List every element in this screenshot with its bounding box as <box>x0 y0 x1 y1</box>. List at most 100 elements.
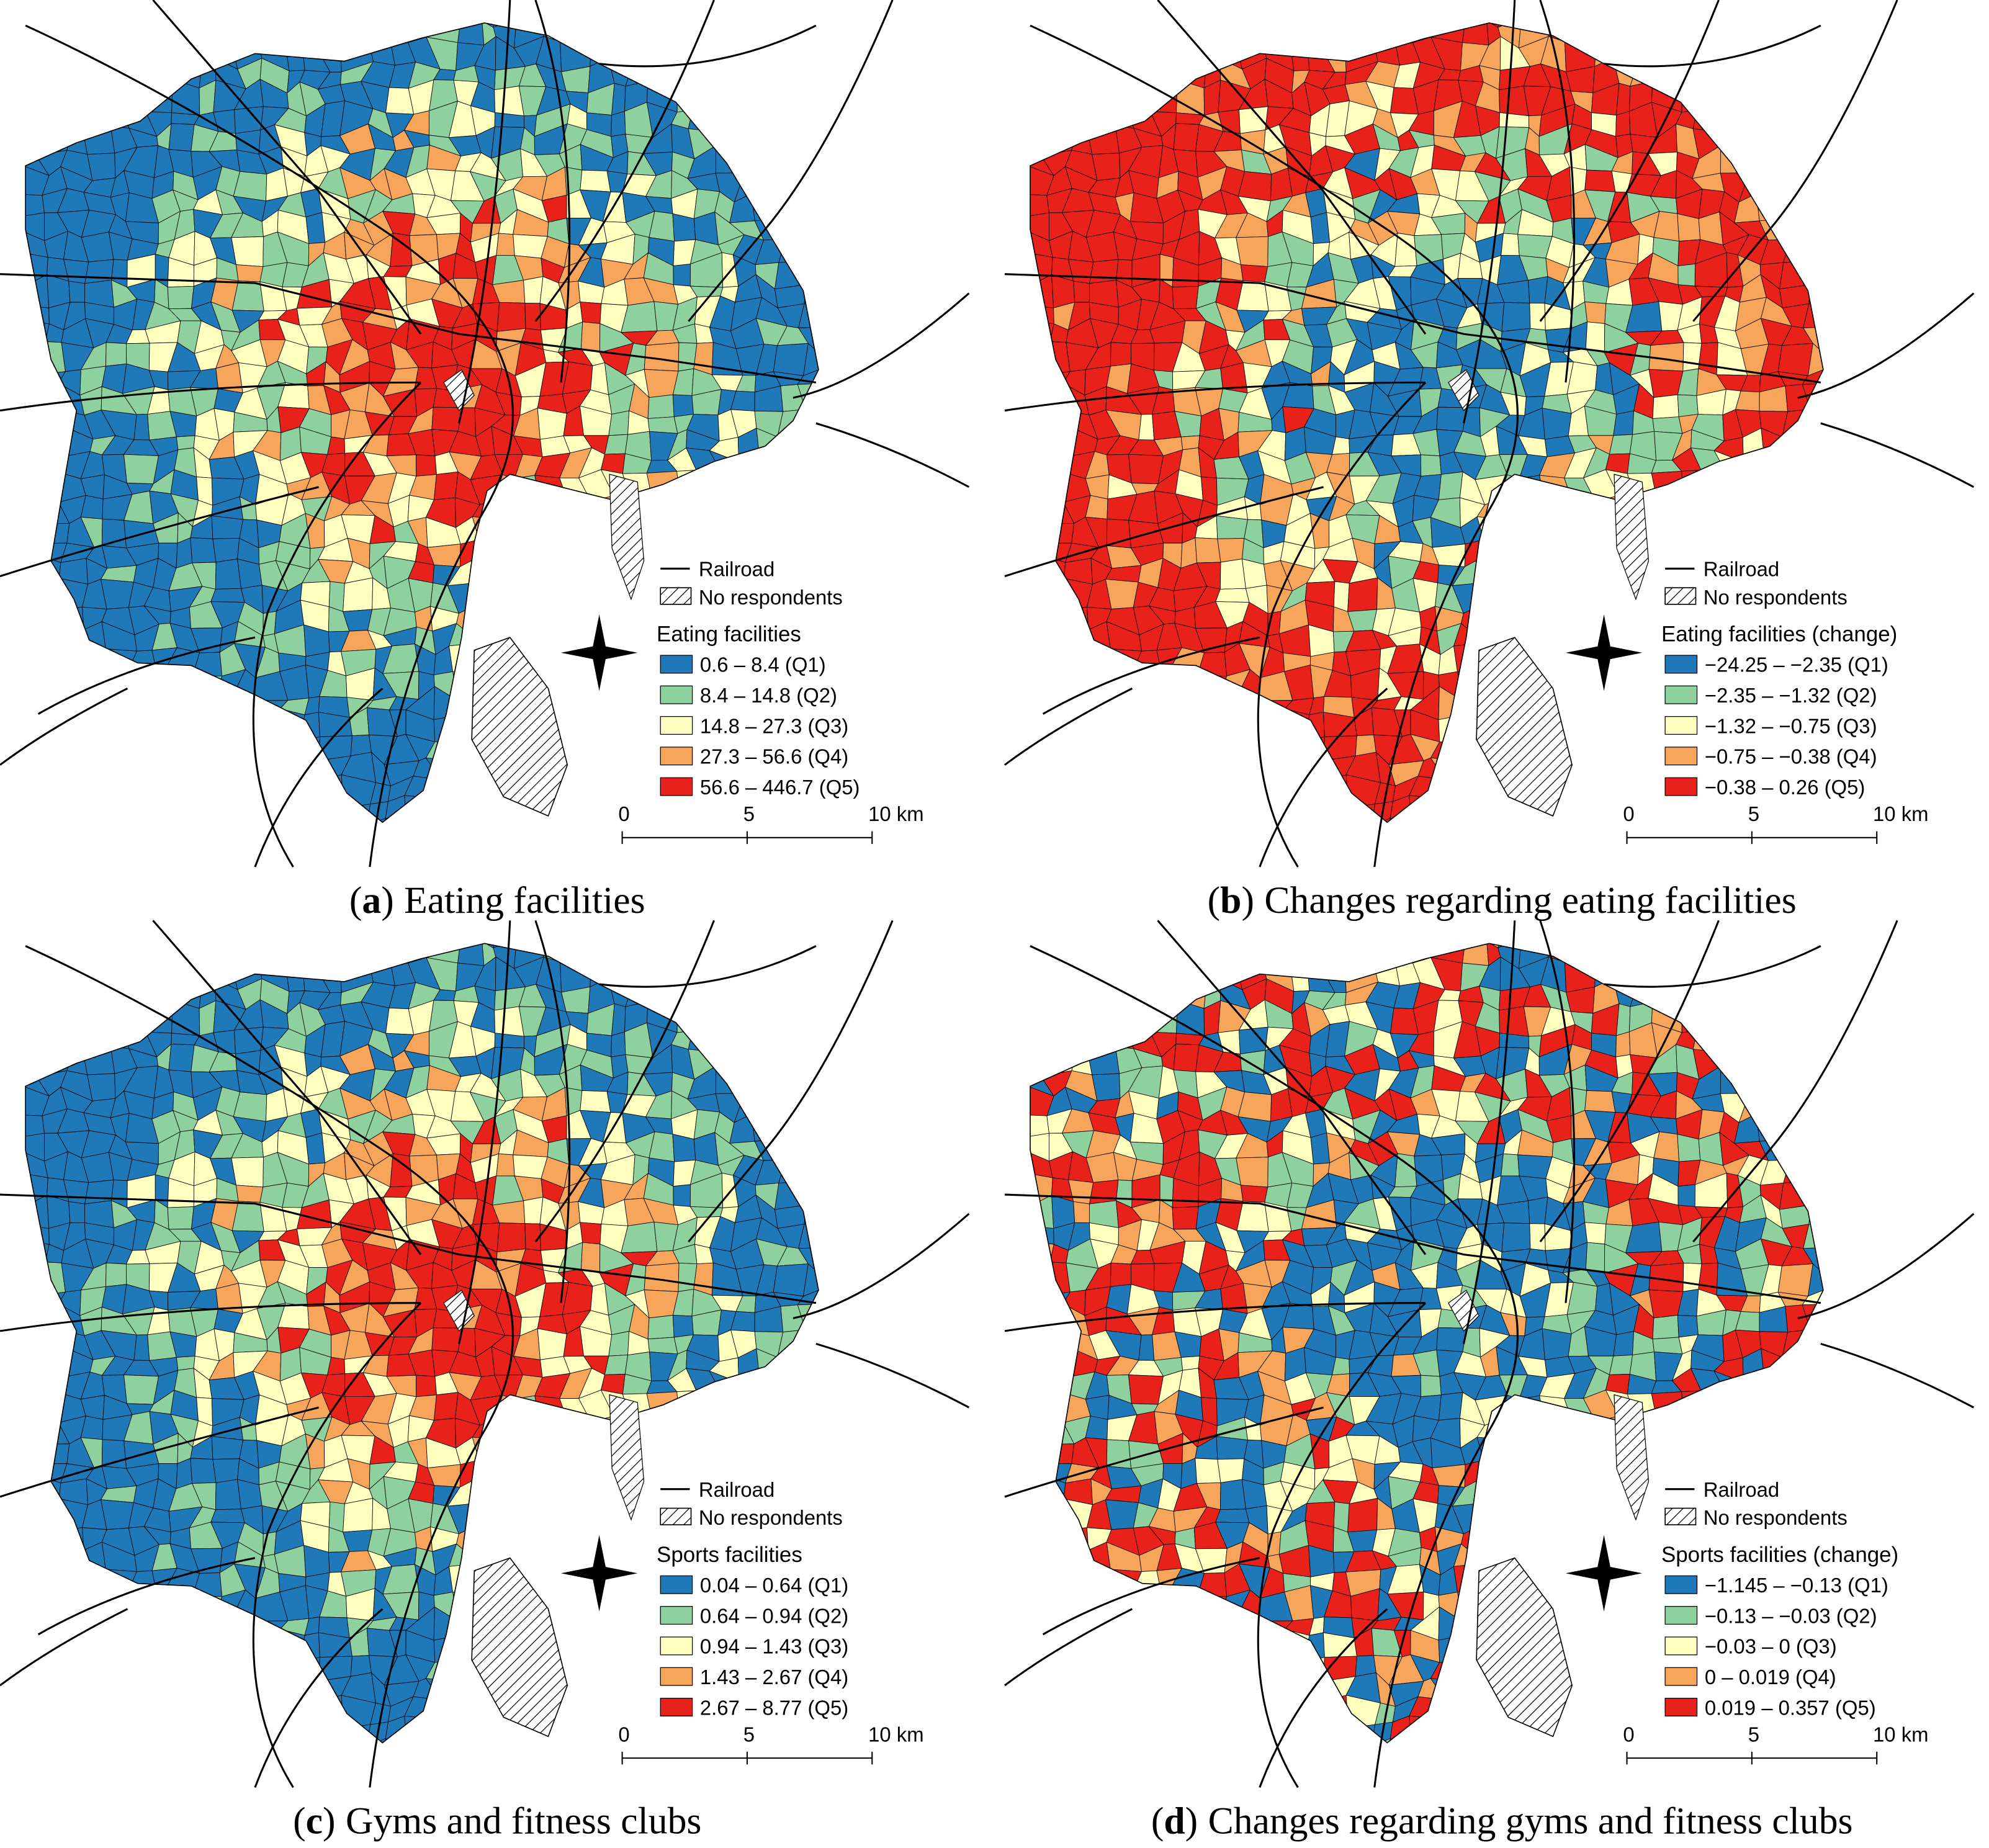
district <box>385 817 410 823</box>
district <box>1436 406 1468 432</box>
district <box>1173 123 1200 152</box>
district <box>285 956 305 992</box>
district <box>1071 1044 1093 1075</box>
railroad-line <box>37 636 256 715</box>
district <box>1430 1678 1465 1706</box>
no-respondents-area <box>471 1557 568 1738</box>
district <box>1219 1479 1246 1510</box>
district <box>560 958 592 993</box>
legend-item-label: 0.64 – 0.94 (Q2) <box>700 1604 848 1627</box>
district <box>25 194 45 217</box>
district <box>1501 302 1531 332</box>
district <box>433 471 459 500</box>
district <box>236 1185 264 1203</box>
district <box>1195 1458 1221 1484</box>
district <box>168 1044 195 1072</box>
district <box>101 1569 138 1599</box>
district <box>1584 169 1616 192</box>
district <box>1756 193 1790 222</box>
scale-label: 10 km <box>868 1723 923 1746</box>
legend-swatch <box>1664 1606 1698 1625</box>
district <box>1777 343 1813 376</box>
district <box>1438 1635 1463 1663</box>
railroad-line <box>0 1302 421 1332</box>
district <box>106 1262 127 1287</box>
railroad-line <box>1257 1302 1427 1788</box>
district <box>1215 1509 1250 1523</box>
district <box>1501 233 1520 256</box>
district <box>523 276 544 304</box>
legend-item-label: 0.04 – 0.64 (Q1) <box>700 1574 848 1597</box>
legend-swatch <box>660 1606 693 1625</box>
district <box>343 804 371 823</box>
district <box>1030 1114 1049 1137</box>
district <box>87 1073 116 1101</box>
district <box>84 259 114 284</box>
district <box>804 282 819 311</box>
district <box>168 123 195 152</box>
railroad-line <box>1157 0 1427 335</box>
district <box>302 956 331 994</box>
district <box>1615 110 1631 137</box>
railroad-line <box>534 0 571 383</box>
railroad-line <box>1004 1608 1133 1687</box>
legend-swatch <box>1664 1636 1698 1656</box>
district <box>110 107 130 128</box>
caption-text: Eating facilities <box>404 879 645 922</box>
district <box>1462 22 1489 46</box>
district <box>433 714 459 742</box>
railroad-line <box>1004 1193 1821 1304</box>
district <box>1436 1327 1468 1352</box>
district <box>1128 1375 1164 1405</box>
legend-no-respondents-label: No respondents <box>1704 1506 1848 1529</box>
district <box>87 153 116 181</box>
district <box>343 1497 374 1533</box>
legend-swatch <box>660 747 693 766</box>
district <box>1290 35 1310 71</box>
district <box>1528 276 1548 304</box>
district <box>581 321 601 353</box>
district <box>431 406 463 432</box>
caption: (c) Gyms and fitness clubs <box>293 1800 701 1842</box>
district <box>1528 1196 1548 1224</box>
district <box>1115 1028 1134 1049</box>
district <box>36 1443 70 1464</box>
railroad-line <box>0 688 128 766</box>
railroad-line <box>1004 1302 1426 1332</box>
district <box>1457 1592 1478 1622</box>
district <box>1333 581 1350 612</box>
district <box>433 1635 459 1663</box>
district <box>1326 1695 1349 1730</box>
district <box>431 1327 463 1352</box>
district <box>1347 1497 1378 1533</box>
district <box>1333 1501 1350 1533</box>
district <box>1105 1499 1139 1530</box>
legend-swatch <box>1664 685 1698 704</box>
district <box>590 37 609 67</box>
district <box>673 264 691 287</box>
no-respondents-area <box>1448 369 1479 411</box>
district <box>133 1334 150 1361</box>
district <box>1652 1337 1683 1355</box>
legend-swatch <box>660 777 693 796</box>
district <box>1609 1355 1633 1375</box>
no-respondents-area <box>443 369 475 411</box>
railroad-line <box>1257 382 1427 868</box>
district <box>1236 236 1268 267</box>
district <box>1030 305 1054 325</box>
district <box>1677 1314 1699 1338</box>
railroad-line <box>254 688 384 868</box>
district <box>1585 1242 1605 1274</box>
district <box>676 470 697 505</box>
district <box>1420 454 1442 477</box>
railroad-line <box>792 1213 970 1319</box>
district <box>1501 1153 1520 1177</box>
north-arrow <box>1565 614 1643 691</box>
district <box>672 1314 694 1338</box>
district <box>774 261 807 290</box>
district <box>190 537 217 563</box>
district <box>231 1157 264 1188</box>
legend-item-label: −1.145 – −0.13 (Q1) <box>1705 1574 1888 1597</box>
district <box>1677 264 1695 287</box>
